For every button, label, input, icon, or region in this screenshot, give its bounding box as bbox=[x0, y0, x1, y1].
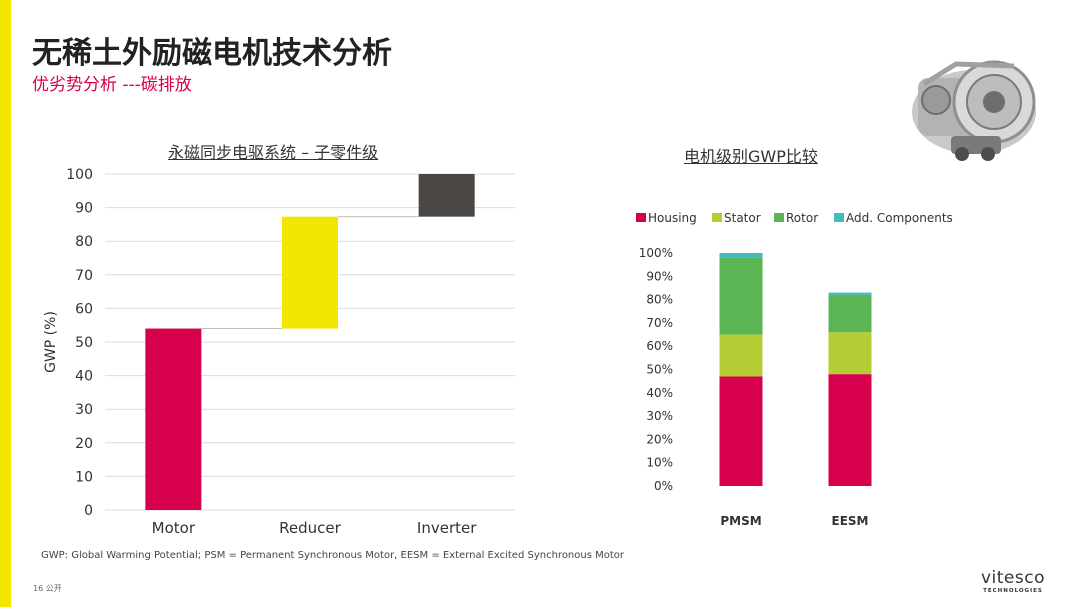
y-tick-label: 0% bbox=[654, 479, 673, 493]
y-tick-label: 30% bbox=[646, 409, 673, 423]
y-tick-label: 60% bbox=[646, 339, 673, 353]
legend-label: Housing bbox=[648, 211, 697, 225]
bar-segment-pmsm bbox=[719, 253, 763, 258]
y-axis-label: GWP (%) bbox=[43, 311, 59, 373]
y-tick-label: 50% bbox=[646, 363, 673, 377]
motor-illustration bbox=[912, 60, 1036, 161]
y-tick-label: 90 bbox=[75, 201, 93, 217]
bar-segment-eesm bbox=[828, 292, 872, 295]
bar-segment-eesm bbox=[828, 374, 872, 486]
y-tick-label: 20 bbox=[75, 436, 93, 452]
y-tick-label: 100 bbox=[66, 167, 93, 183]
y-tick-label: 10 bbox=[75, 469, 93, 485]
stacked-bar-chart: 0% 10% 20% 30% 40% 50% 60% 70% 80% 90% 100% Housing… bbox=[636, 211, 953, 528]
y-tick-label: 80% bbox=[646, 293, 673, 307]
y-tick-label: 0 bbox=[84, 503, 93, 519]
slide-title: 无稀土外励磁电机技术分析 bbox=[32, 36, 392, 71]
y-tick-label: 60 bbox=[75, 301, 93, 317]
y-tick-label: 90% bbox=[646, 269, 673, 283]
y-tick-label: 80 bbox=[75, 234, 93, 250]
x-tick-label: EESM bbox=[832, 514, 869, 528]
company-logo: vitesco TECHNOLOGIES bbox=[968, 570, 1058, 595]
bar-segment-pmsm bbox=[719, 334, 763, 377]
x-tick-label: Reducer bbox=[279, 519, 341, 537]
y-tick-label: 20% bbox=[646, 432, 673, 446]
bar-segment-pmsm bbox=[719, 376, 763, 486]
bar-motor bbox=[145, 328, 202, 510]
legend-swatch bbox=[834, 213, 844, 222]
x-tick-label: PMSM bbox=[720, 514, 761, 528]
x-tick-label: Motor bbox=[152, 519, 196, 537]
y-tick-label: 50 bbox=[75, 335, 93, 351]
logo-wordmark: vitesco bbox=[980, 568, 1045, 588]
logo-tagline: TECHNOLOGIES bbox=[983, 588, 1043, 594]
y-tick-label: 10% bbox=[646, 456, 673, 470]
waterfall-chart: 0 10 20 30 40 50 60 70 80 90 100 GWP (%) Motor Reduce… bbox=[43, 167, 515, 537]
y-tick-label: 100% bbox=[639, 246, 673, 260]
y-tick-label: 70% bbox=[646, 316, 673, 330]
chart2-title: 电机级别GWP比较 bbox=[684, 147, 818, 166]
bar-segment-eesm bbox=[828, 332, 872, 375]
bar-inverter bbox=[418, 174, 475, 217]
motor-image bbox=[912, 60, 1036, 161]
slide-subtitle: 优劣势分析 ---碳排放 bbox=[32, 75, 192, 95]
bar-segment-eesm bbox=[828, 294, 872, 333]
y-tick-label: 70 bbox=[75, 268, 93, 284]
footnote: GWP: Global Warming Potential; PSM = Per… bbox=[41, 550, 625, 561]
legend-swatch bbox=[712, 213, 722, 222]
y-tick-label: 30 bbox=[75, 402, 93, 418]
legend-label: Add. Components bbox=[846, 211, 953, 225]
chart1-title: 永磁同步电驱系统 – 子零件级 bbox=[168, 143, 379, 162]
y-tick-label: 40 bbox=[75, 369, 93, 385]
y-tick-label: 40% bbox=[646, 386, 673, 400]
legend-label: Rotor bbox=[786, 211, 818, 225]
bar-segment-pmsm bbox=[719, 257, 763, 335]
legend-swatch bbox=[774, 213, 784, 222]
bar-reducer bbox=[282, 216, 338, 329]
page-number: 16 公开 bbox=[33, 584, 62, 593]
accent-bar bbox=[0, 0, 11, 607]
legend-swatch bbox=[636, 213, 646, 222]
x-tick-label: Inverter bbox=[417, 519, 477, 537]
legend-label: Stator bbox=[724, 211, 761, 225]
